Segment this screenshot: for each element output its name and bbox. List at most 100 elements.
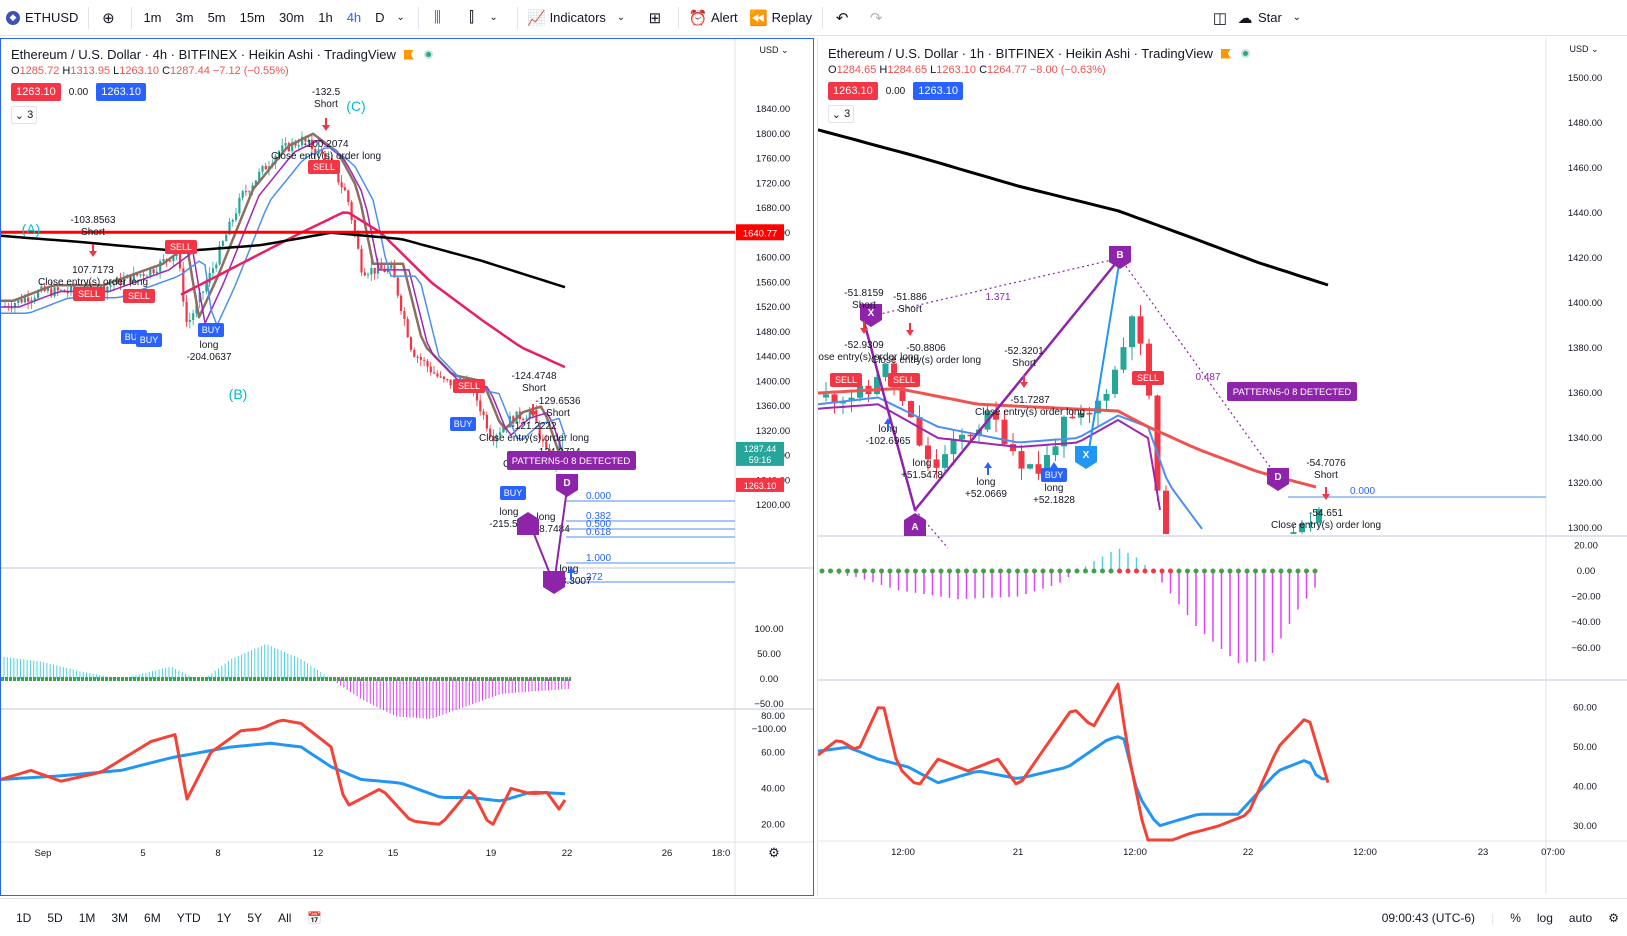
candle-body (360, 248, 363, 273)
signal-label: Short (852, 300, 876, 311)
pattern-point-d-shape (1267, 468, 1289, 491)
pattern-point-x-shape (860, 304, 882, 327)
candle-body (152, 269, 155, 274)
buy-price-button[interactable]: 1263.10 (96, 83, 146, 101)
signal-label: long (500, 507, 519, 518)
ohlc-values: O1285.72 H1313.95 L1263.10 C1287.44 −7.1… (11, 65, 289, 77)
timeframe-d[interactable]: D (375, 10, 385, 25)
chart-canvas-1h[interactable]: USD ⌄ 1500.00 1480.00 1460.00 1440.00 1420.00… (818, 38, 1627, 894)
last-price-label: 1287.44 (744, 444, 777, 454)
timeframe-1m[interactable]: 1m (143, 10, 162, 25)
alert-button[interactable]: ⏰ Alert (683, 0, 744, 36)
buy-price-button[interactable]: 1263.10 (913, 82, 963, 100)
osc-zero-dot (981, 568, 986, 574)
candle-body (258, 171, 261, 181)
layout-button[interactable]: ◫ (1205, 0, 1239, 36)
candle-body (475, 386, 479, 401)
top-toolbar: ◆ ETHUSD ⊕ 1m 3m 5m 15m 30m 1h 4h D ⌄ ⫼ … (0, 0, 1627, 36)
buy-tag: BUY (202, 325, 221, 335)
candle-body (178, 252, 182, 269)
osc-zero-dot (1270, 568, 1275, 574)
range-5d[interactable]: 5D (47, 910, 63, 925)
redo-button[interactable]: ↷ (861, 0, 895, 36)
compare-button[interactable]: ⊕ (93, 0, 127, 36)
settings-button[interactable]: ⚙ (1600, 911, 1627, 925)
range-5y[interactable]: 5Y (247, 910, 263, 925)
chart-canvas-4h[interactable]: USD ⌄ 1840.00 1800.00 1760.00 1720.00 1680.00… (1, 39, 813, 895)
change-value: −7.12 (−0.55%) (212, 65, 289, 77)
gear-icon: ⚙ (768, 845, 780, 860)
sell-tag: SELL (835, 375, 857, 385)
undo-button[interactable]: ↶ (827, 0, 861, 36)
chart-type-button[interactable]: ⫼ (423, 0, 457, 36)
price-tick: 1400.00 (756, 376, 790, 387)
range-6m[interactable]: 6M (144, 910, 161, 925)
sell-price-button[interactable]: 1263.10 (11, 83, 61, 101)
osc-tick: 100.00 (754, 624, 783, 635)
date-range-button[interactable]: 📅 (299, 911, 330, 925)
timeframe-4h[interactable]: 4h (346, 10, 362, 25)
timeframe-3m[interactable]: 3m (175, 10, 194, 25)
candle-body (419, 356, 422, 360)
indicators-collapse-button[interactable]: ⌄ 3 (828, 105, 854, 123)
candle-body (33, 297, 36, 300)
candle-body (1069, 416, 1076, 419)
fib-level-label: 1.000 (586, 553, 611, 564)
candle-body (357, 233, 360, 249)
timeframe-5m[interactable]: 5m (207, 10, 226, 25)
range-1y[interactable]: 1Y (216, 910, 232, 925)
candle-body (874, 377, 880, 395)
range-all[interactable]: All (278, 910, 292, 925)
buy-tag-bg (500, 486, 526, 500)
chart-style-button[interactable]: ⫿ ⌄ (457, 0, 513, 36)
rewind-icon: ⏪ (749, 9, 769, 27)
range-ytd[interactable]: YTD (176, 910, 201, 925)
timeframe-1h[interactable]: 1h (318, 10, 333, 25)
signal-label: Close entry(s) order long (1271, 520, 1381, 531)
rsi-red-line (1, 718, 567, 826)
candle-body (390, 264, 393, 269)
candle-body (169, 260, 172, 262)
range-1m[interactable]: 1M (78, 910, 96, 925)
symbol-search[interactable]: ◆ ETHUSD (0, 0, 84, 36)
log-toggle[interactable]: log (1536, 911, 1553, 925)
save-layout-button[interactable]: ☁ Star ⌄ (1230, 0, 1316, 36)
sell-price-button[interactable]: 1263.10 (828, 82, 878, 100)
sell-tag-bg (308, 160, 340, 174)
long-arrow (984, 462, 992, 475)
flag-icon[interactable] (403, 49, 414, 60)
osc-zero-dot (1219, 568, 1224, 574)
signal-label: long (977, 477, 996, 488)
candle-body (294, 142, 297, 146)
clock-timezone[interactable]: 09:00:43 (UTC-6) (1381, 911, 1476, 925)
rsi-tick: 40.00 (1573, 782, 1597, 793)
short-arrow (529, 404, 537, 417)
timeframe-15m[interactable]: 15m (239, 10, 265, 25)
flag-icon[interactable] (1220, 48, 1231, 59)
price-tick: 1600.00 (756, 253, 790, 264)
osc-zero-dot (955, 568, 961, 574)
plus-circle-icon: ⊕ (102, 9, 115, 27)
timeframe-30m[interactable]: 30m (278, 10, 305, 25)
chart-pane-1h[interactable]: Ethereum / U.S. Dollar · 1h · BITFINEX ·… (817, 38, 1627, 896)
candle-body (423, 359, 426, 361)
indicators-button[interactable]: 📈 Indicators ⌄ (522, 0, 640, 36)
range-3m[interactable]: 3M (111, 910, 129, 925)
candle-body (439, 376, 442, 378)
osc-zero-dot (1023, 568, 1029, 574)
range-1d[interactable]: 1D (16, 910, 32, 925)
percent-toggle[interactable]: % (1510, 911, 1521, 925)
chart-pane-4h[interactable]: Ethereum / U.S. Dollar · 4h · BITFINEX ·… (0, 38, 814, 896)
price-tick: 1420.00 (1568, 253, 1602, 264)
low-price-label: 1263.10 (744, 481, 777, 491)
chevron-down-icon[interactable]: ⌄ (396, 12, 405, 23)
replay-button[interactable]: ⏪ Replay (744, 0, 818, 36)
signal-value: -52.9309 (844, 340, 884, 351)
indicators-collapse-button[interactable]: ⌄ 3 (11, 106, 37, 124)
signal-label: Close entry(s) order long (479, 433, 589, 444)
auto-toggle[interactable]: auto (1568, 911, 1593, 925)
candle-body (376, 264, 380, 274)
signal-label: Short (314, 99, 338, 110)
toolbar-divider (88, 6, 90, 29)
templates-button[interactable]: ⊞ (640, 0, 674, 36)
